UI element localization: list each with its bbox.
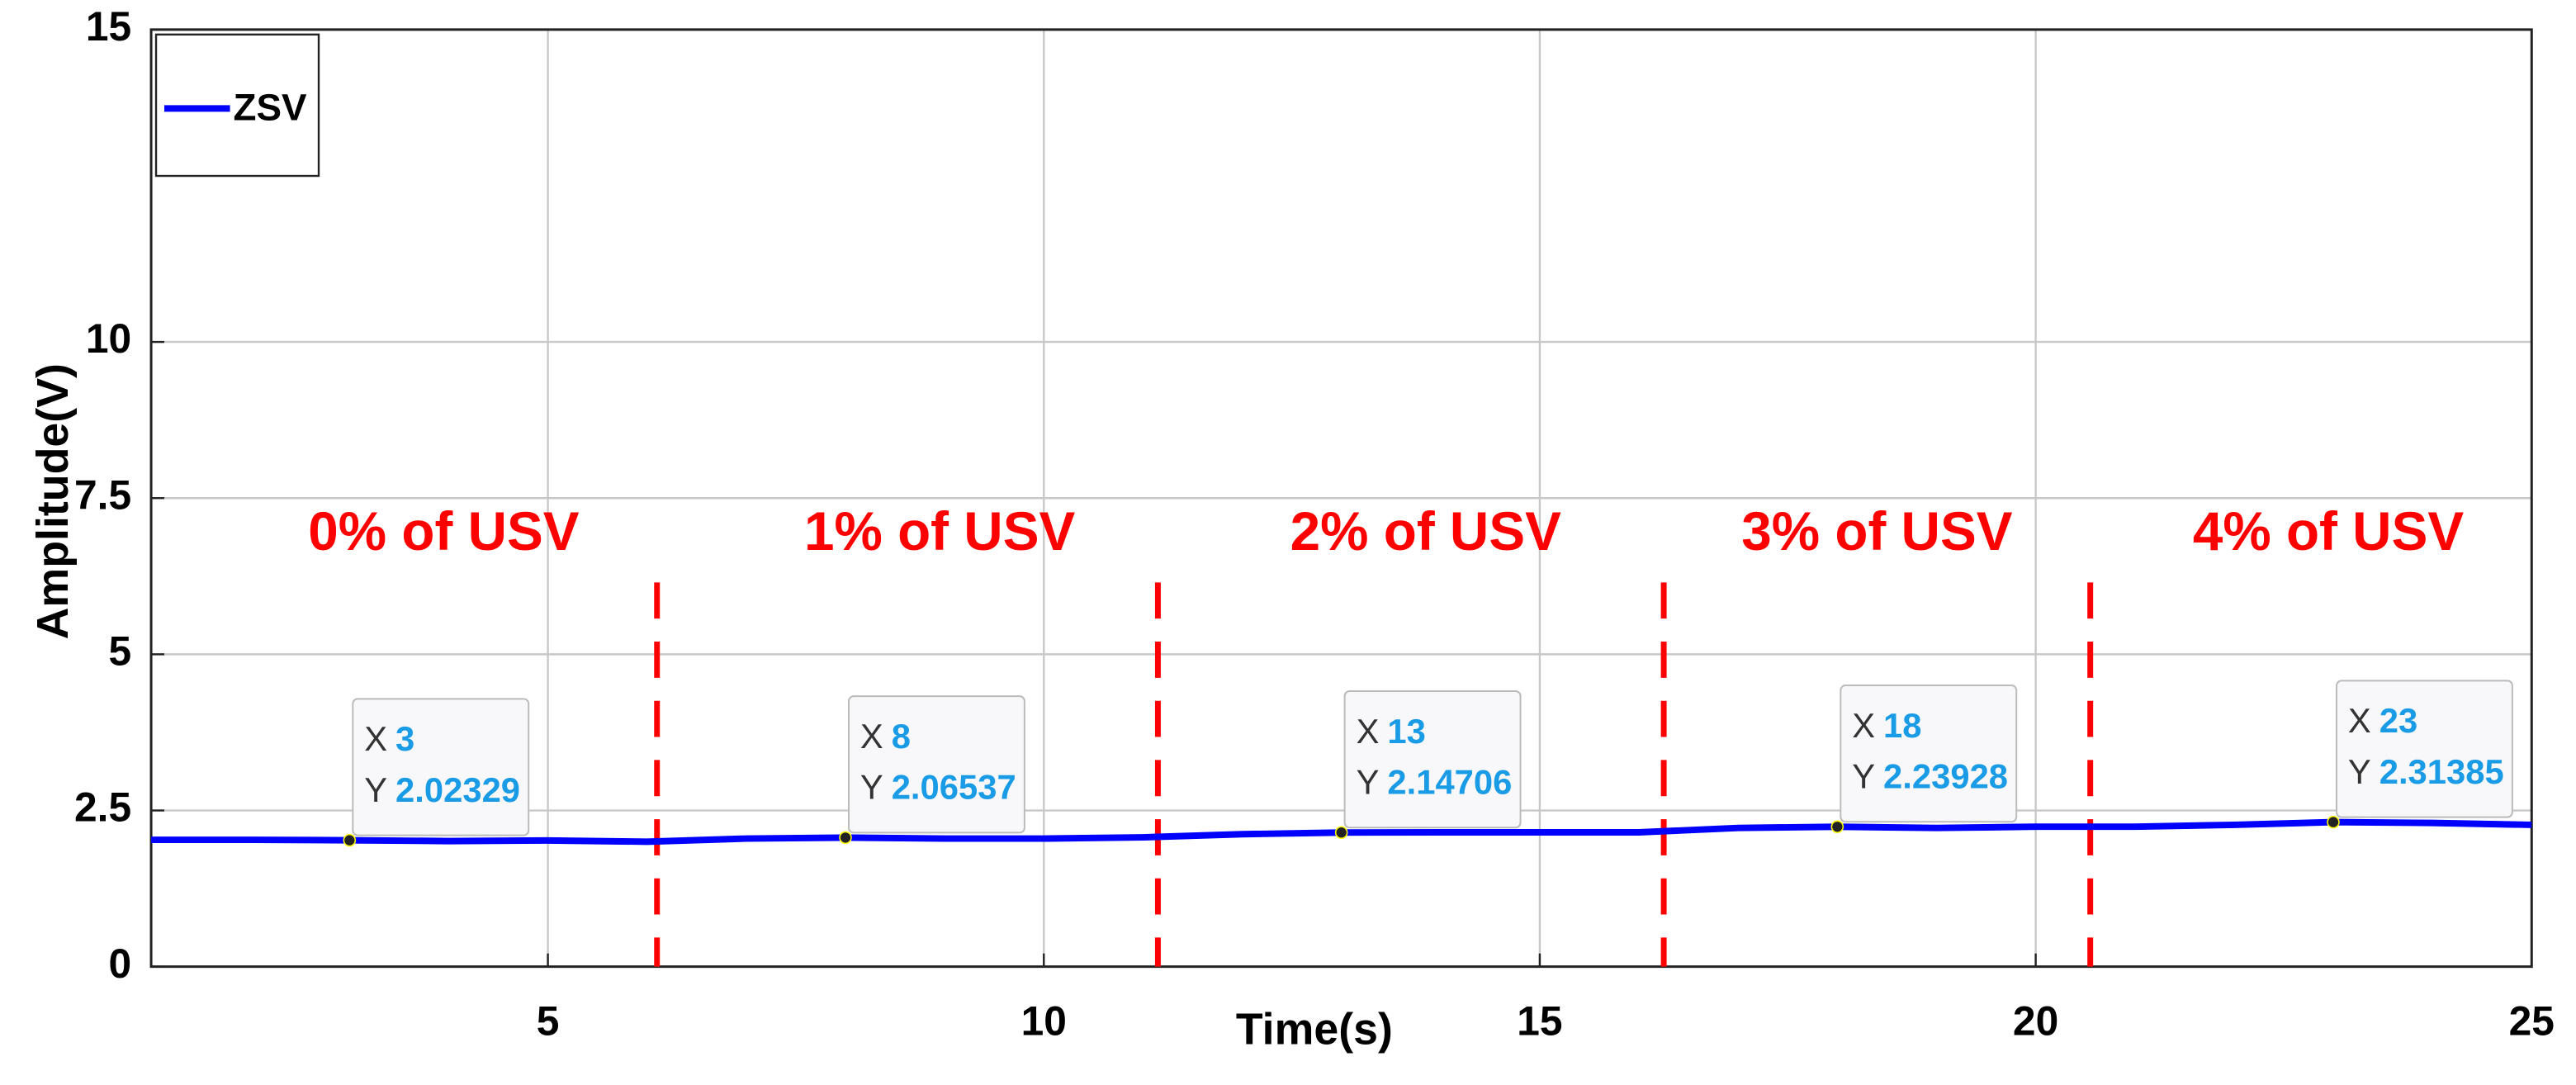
- y-tick-label: 5: [109, 628, 132, 675]
- datatip-y-key: Y: [364, 770, 387, 809]
- datatip-y-value: 2.02329: [395, 770, 520, 809]
- datatip: X 3Y 2.02329: [343, 698, 530, 847]
- annotation: 2% of USV: [1290, 501, 1562, 561]
- datatip-box: [1343, 690, 1522, 829]
- datatip-y-value: 2.23928: [1883, 757, 2008, 796]
- datatip-y-value: 2.06537: [892, 768, 1016, 807]
- datatip-x-value: 18: [1883, 706, 1921, 745]
- x-tick-label: 20: [2013, 997, 2058, 1044]
- datatip-point: [1830, 820, 1844, 834]
- datatip-point: [2327, 815, 2340, 829]
- datatip-point: [839, 831, 852, 845]
- x-tick-label: 10: [1021, 997, 1067, 1044]
- datatip-x-key: X: [364, 719, 387, 758]
- datatip-y-key: Y: [1852, 757, 1875, 796]
- datatip-x-value: 8: [892, 717, 911, 756]
- annotation: 3% of USV: [1741, 501, 2013, 561]
- datatip: X 18Y 2.23928: [1830, 685, 2018, 834]
- x-tick-label: 25: [2509, 997, 2555, 1044]
- datatip-y-value: 2.14706: [1387, 763, 1512, 802]
- datatip-box: [1840, 685, 2018, 823]
- datatip-y-key: Y: [2348, 752, 2371, 791]
- datatip: X 23Y 2.31385: [2327, 680, 2513, 829]
- datatip-point: [343, 833, 357, 847]
- x-axis-label: Time(s): [1236, 1004, 1393, 1054]
- y-tick-label: 15: [86, 3, 131, 50]
- datatip-box: [352, 698, 530, 836]
- datatip-x-key: X: [2348, 701, 2371, 740]
- datatip-x-key: X: [860, 717, 883, 756]
- annotation: 0% of USV: [308, 501, 580, 561]
- datatip-x-value: 3: [395, 719, 414, 758]
- datatip-y-value: 2.31385: [2379, 752, 2504, 791]
- datatip: X 8Y 2.06537: [839, 695, 1025, 845]
- x-tick-label: 5: [537, 997, 560, 1044]
- y-axis-label: Amplitude(V): [28, 363, 78, 639]
- legend-label: ZSV: [234, 86, 307, 128]
- y-tick-label: 2.5: [74, 784, 131, 831]
- datatip-y-key: Y: [860, 768, 883, 807]
- annotation: 4% of USV: [2193, 501, 2465, 561]
- datatip-box: [847, 695, 1025, 834]
- datatip-point: [1334, 826, 1348, 839]
- y-tick-label: 10: [86, 315, 131, 362]
- datatip-x-value: 23: [2379, 701, 2417, 740]
- y-tick-label: 0: [109, 940, 132, 987]
- datatip-y-key: Y: [1357, 763, 1380, 802]
- x-tick-label: 15: [1517, 997, 1562, 1044]
- datatip: X 13Y 2.14706: [1334, 690, 1522, 839]
- datatip-x-key: X: [1852, 706, 1875, 745]
- annotation: 1% of USV: [804, 501, 1076, 561]
- datatip-box: [2335, 680, 2513, 818]
- datatip-x-value: 13: [1387, 712, 1425, 751]
- datatip-x-key: X: [1357, 712, 1380, 751]
- plot-frame: [149, 28, 2533, 969]
- y-tick-label: 7.5: [74, 471, 131, 518]
